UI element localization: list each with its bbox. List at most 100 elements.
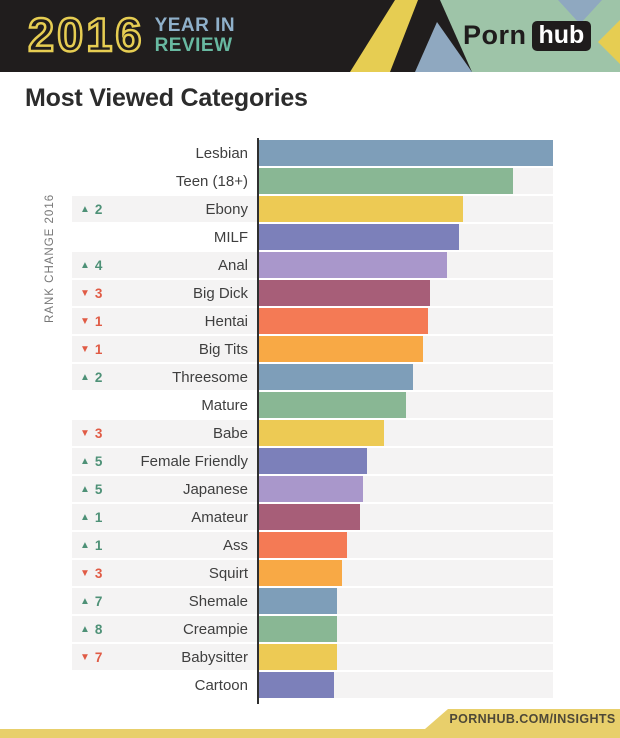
category-bar — [259, 224, 459, 250]
row-track — [259, 560, 553, 586]
row-track — [259, 224, 553, 250]
category-bar — [259, 532, 347, 558]
category-label: Babe — [212, 424, 248, 442]
year-in-review-brand: 2016 YEAR IN REVIEW — [27, 8, 236, 61]
rank-change-amount: 4 — [94, 257, 103, 273]
rank-change-indicator: ▲ 5 — [80, 482, 102, 497]
rank-change-indicator: ▲ 1 — [80, 510, 102, 525]
category-bar — [259, 616, 337, 642]
category-label: Cartoon — [194, 676, 248, 694]
rank-change-indicator: ▲ 8 — [80, 622, 102, 637]
category-bar — [259, 336, 423, 362]
chart-row-japanese: ▲ 5 Japanese — [72, 476, 553, 502]
row-label-cell: ▲ 7 Shemale — [72, 588, 257, 614]
rank-change-amount: 7 — [94, 649, 103, 665]
row-track — [259, 392, 553, 418]
category-label: Big Tits — [198, 340, 248, 358]
rank-change-indicator: ▲ 5 — [80, 454, 102, 469]
row-label-cell: ▼ 1 Big Tits — [72, 336, 257, 362]
rank-up-arrow-icon: ▲ — [80, 371, 90, 383]
category-bar — [259, 560, 342, 586]
row-label-cell: Mature — [72, 392, 257, 418]
row-track — [259, 476, 553, 502]
row-track — [259, 308, 553, 334]
rank-down-arrow-icon: ▼ — [80, 651, 90, 663]
category-bar — [259, 196, 463, 222]
year-in-review-tagline: YEAR IN REVIEW — [155, 16, 236, 56]
category-label: Hentai — [204, 312, 248, 330]
category-label: Lesbian — [195, 144, 248, 162]
rank-change-indicator: ▼ 3 — [80, 566, 102, 581]
rank-change-indicator: ▼ 1 — [80, 342, 102, 357]
row-track — [259, 140, 553, 166]
category-label: Ebony — [205, 200, 248, 218]
rank-down-arrow-icon: ▼ — [80, 427, 90, 439]
tagline-review: REVIEW — [154, 35, 233, 56]
row-label-cell: ▲ 5 Japanese — [72, 476, 257, 502]
footer-yellow-strip — [0, 729, 620, 738]
row-label-cell: ▼ 7 Babysitter — [72, 644, 257, 670]
row-track — [259, 336, 553, 362]
header-banner: 2016 YEAR IN REVIEW Porn hub — [0, 0, 620, 72]
category-label: Threesome — [172, 368, 248, 386]
row-track — [259, 588, 553, 614]
rank-down-arrow-icon: ▼ — [80, 315, 90, 327]
chart-row-babysitter: ▼ 7 Babysitter — [72, 644, 553, 670]
rank-change-indicator: ▼ 3 — [80, 286, 102, 301]
category-bar — [259, 588, 337, 614]
chart-row-babe: ▼ 3 Babe — [72, 420, 553, 446]
category-label: Teen (18+) — [175, 172, 248, 190]
row-label-cell: ▼ 1 Hentai — [72, 308, 257, 334]
category-bar — [259, 392, 406, 418]
insights-url: PORNHUB.COM/INSIGHTS — [449, 712, 616, 726]
rank-change-amount: 2 — [94, 201, 103, 217]
year-2016-text: 2016 — [27, 8, 145, 61]
rank-change-indicator: ▲ 2 — [80, 202, 102, 217]
row-track — [259, 420, 553, 446]
rank-up-arrow-icon: ▲ — [80, 623, 90, 635]
category-bar — [259, 364, 413, 390]
rank-change-indicator: ▲ 2 — [80, 370, 102, 385]
row-track — [259, 616, 553, 642]
chart-row-squirt: ▼ 3 Squirt — [72, 560, 553, 586]
chart-row-ebony: ▲ 2 Ebony — [72, 196, 553, 222]
category-label: Mature — [201, 396, 248, 414]
category-label: Big Dick — [192, 284, 248, 302]
chart-row-creampie: ▲ 8 Creampie — [72, 616, 553, 642]
chart-rows: Lesbian Teen (18+) ▲ 2 Ebony — [72, 140, 553, 698]
rank-change-indicator: ▲ 4 — [80, 258, 102, 273]
rank-change-amount: 1 — [94, 313, 103, 329]
chart-row-anal: ▲ 4 Anal — [72, 252, 553, 278]
logo-hub-badge: hub — [531, 20, 592, 51]
row-label-cell: ▲ 5 Female Friendly — [72, 448, 257, 474]
category-bar — [259, 140, 553, 166]
row-label-cell: MILF — [72, 224, 257, 250]
rank-up-arrow-icon: ▲ — [80, 511, 90, 523]
row-track — [259, 448, 553, 474]
rank-down-arrow-icon: ▼ — [80, 567, 90, 579]
chart-row-ass: ▲ 1 Ass — [72, 532, 553, 558]
row-track — [259, 252, 553, 278]
chart-row-hentai: ▼ 1 Hentai — [72, 308, 553, 334]
category-bar — [259, 504, 360, 530]
row-label-cell: ▼ 3 Squirt — [72, 560, 257, 586]
rank-change-amount: 3 — [94, 425, 103, 441]
row-label-cell: ▼ 3 Babe — [72, 420, 257, 446]
row-track — [259, 504, 553, 530]
category-bar — [259, 420, 384, 446]
category-label: Amateur — [191, 508, 248, 526]
rank-change-amount: 3 — [94, 285, 103, 301]
rank-change-amount: 1 — [94, 341, 103, 357]
chart-row-cartoon: Cartoon — [72, 672, 553, 698]
insights-footer-tab[interactable]: PORNHUB.COM/INSIGHTS — [425, 709, 620, 729]
chart-row-amateur: ▲ 1 Amateur — [72, 504, 553, 530]
category-bar — [259, 280, 430, 306]
pornhub-logo[interactable]: Porn hub — [463, 20, 592, 51]
category-label: Babysitter — [181, 648, 248, 666]
row-label-cell: Cartoon — [72, 672, 257, 698]
category-bar — [259, 448, 367, 474]
category-bar — [259, 644, 337, 670]
tagline-year-in: YEAR IN — [154, 15, 236, 36]
row-track — [259, 168, 553, 194]
